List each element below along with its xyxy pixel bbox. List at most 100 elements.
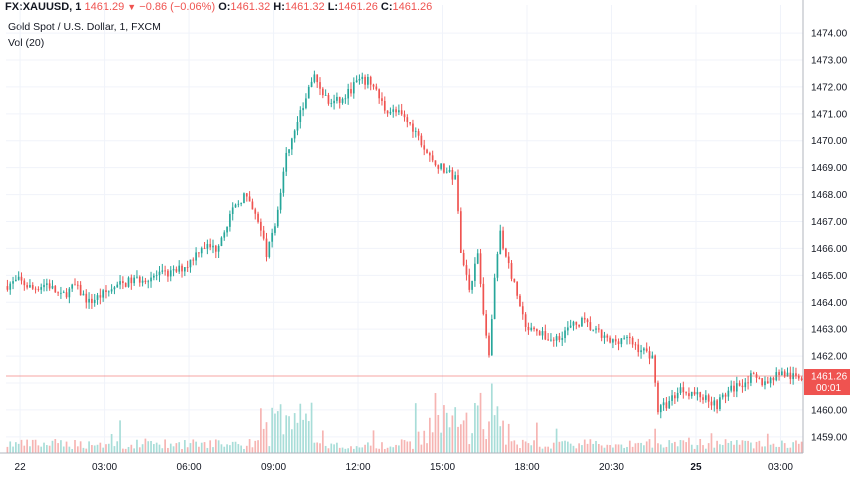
volume-bar [721,444,724,453]
volume-bar [336,442,338,453]
volume-bar [82,447,85,453]
volume-bar [203,442,206,453]
volume-bar [313,442,316,453]
candle-body [783,371,786,377]
volume-bar [369,445,372,453]
candle-body [122,281,124,284]
volume-bar [485,439,488,453]
volume-bar [536,422,538,453]
volume-bar [668,440,671,453]
candle-body [34,288,37,290]
candle-body [735,383,738,392]
candle-body [482,283,485,315]
volume-bar [271,407,273,453]
candle-body [375,86,378,90]
volume-bar [643,445,645,453]
volume-bar [530,445,533,453]
volume-bar [60,440,62,453]
candle-body [206,244,209,249]
volume-bar [361,447,364,453]
volume-bar [595,440,597,453]
volume-bar [48,445,51,453]
candle-body [716,400,718,410]
volume-bar [310,402,313,453]
volume-bar [6,446,9,453]
volume-bar [429,417,431,453]
candle-body [476,253,479,264]
candle-body [536,329,538,332]
volume-bar [490,383,493,453]
open-label: O: [218,1,231,13]
candle-body [626,336,628,338]
volume-bar [547,446,549,453]
candle-body [43,284,45,288]
volume-bar [96,444,99,453]
candle-body [358,78,361,81]
candle-body [640,350,642,353]
candle-body [493,277,496,320]
candle-body [136,276,138,278]
candle-body [727,390,730,397]
candle-body [229,213,231,227]
high-label: H: [273,1,285,13]
volume-bar [758,440,761,453]
volume-bar [392,447,395,453]
candle-body [195,252,197,261]
candle-body [409,122,411,124]
candle-body [496,254,499,278]
candle-body [330,103,333,104]
volume-bar [29,446,31,453]
candle-body [71,284,74,289]
series-title[interactable]: Gold Spot / U.S. Dollar, 1, FXCM [8,21,161,33]
volume-bar [54,439,57,453]
volume-bar [679,439,682,453]
volume-bar [575,448,578,453]
candle-body [88,298,90,303]
volume-bar [57,443,59,453]
volume-bar [699,439,702,453]
candle-body [426,149,428,153]
candle-body [674,395,676,399]
volume-bar [37,445,40,453]
candle-body [423,145,426,150]
candle-body [240,202,243,204]
volume-bar [245,445,248,453]
candle-body [643,348,645,351]
volume-bar [693,448,696,453]
volume-indicator-label[interactable]: Vol (20) [8,37,45,49]
volume-bar [254,440,257,453]
volume-bar [237,444,240,453]
candle-body [198,252,200,254]
candle-body [167,270,169,277]
candle-body [96,295,99,300]
candle-body [645,348,648,352]
candle-body [189,259,192,268]
candle-body [299,110,302,122]
candle-body [699,392,702,398]
candle-body [116,284,119,288]
volume-bar [778,446,780,453]
candle-body [682,387,685,393]
symbol-label[interactable]: FX:XAUUSD, 1 [5,1,82,13]
candle-body [400,110,403,115]
y-tick-label: 1467.00 [811,217,848,228]
candle-body [516,281,518,296]
volume-bar [257,440,259,453]
candle-body [347,88,350,99]
volume-bar [550,448,552,453]
volume-bar [781,440,783,453]
candle-body [158,271,161,276]
candle-body [465,265,468,275]
volume-bar [153,444,155,453]
candle-body [502,230,504,249]
candle-body [293,130,296,139]
volume-bar [488,421,490,453]
candle-body [730,385,733,391]
candle-body [251,201,254,210]
candle-body [102,290,105,298]
candle-body [17,276,20,280]
volume-bar [431,432,434,453]
volume-bar [572,445,575,453]
candle-body [181,265,183,272]
